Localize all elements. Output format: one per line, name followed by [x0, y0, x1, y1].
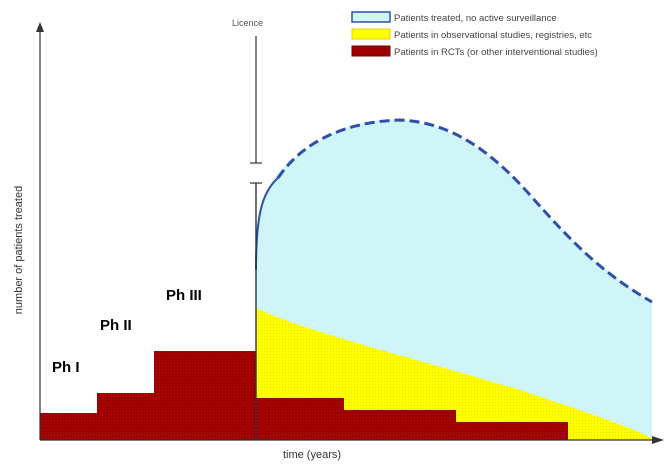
legend-label-observational: Patients in observational studies, regis… — [394, 30, 592, 41]
licence-label: Licence — [232, 18, 263, 28]
post-licence-rct-area — [256, 398, 568, 440]
legend-swatch-observational — [351, 28, 391, 40]
phase-label-2: Ph II — [100, 317, 132, 334]
legend: Patients treated, no active surveillance… — [351, 11, 598, 58]
x-axis-label: time (years) — [283, 449, 341, 461]
pre-licence-rct-area — [40, 351, 256, 440]
observational-area — [256, 308, 652, 440]
legend-label-rct: Patients in RCTs (or other interventiona… — [394, 47, 598, 58]
phase-label-1: Ph I — [52, 359, 80, 376]
legend-label-surveillance: Patients treated, no active surveillance — [394, 13, 557, 24]
phase-label-3: Ph III — [166, 287, 202, 304]
legend-swatch-rct — [351, 45, 391, 57]
y-axis-arrow-icon — [36, 22, 44, 32]
y-axis-label: number of patients treated — [13, 186, 25, 314]
legend-swatch-surveillance — [351, 11, 391, 23]
x-axis-arrow-icon — [652, 436, 664, 444]
surveillance-outline-dashed — [276, 118, 653, 304]
